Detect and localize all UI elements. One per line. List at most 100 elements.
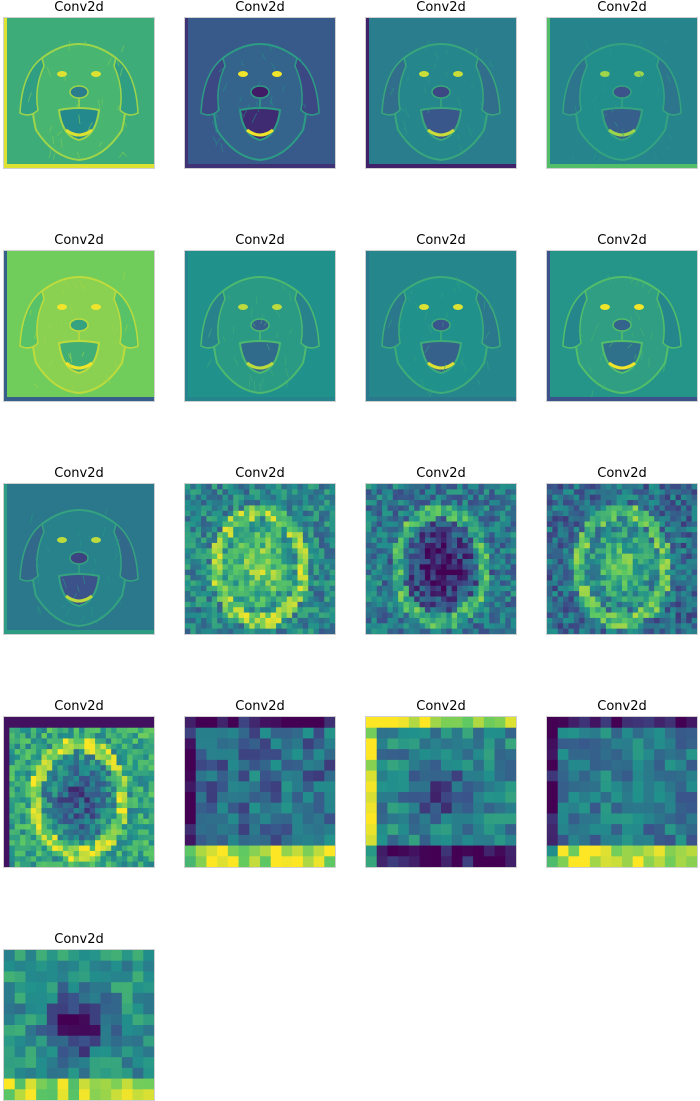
feature-cell xyxy=(595,596,601,603)
feature-cell xyxy=(563,569,569,576)
feature-cell xyxy=(579,749,591,761)
feature-cell xyxy=(195,526,202,533)
feature-cell xyxy=(249,601,256,608)
feature-cell xyxy=(100,845,107,852)
fur-stroke xyxy=(477,379,480,386)
feature-cell xyxy=(121,982,133,994)
feature-cell xyxy=(579,585,585,592)
feature-cell xyxy=(638,516,644,522)
feature-cell xyxy=(227,601,234,608)
feature-cell xyxy=(20,754,26,761)
feature-cell xyxy=(308,585,314,592)
feature-cell xyxy=(52,834,58,841)
feature-cell xyxy=(201,484,207,490)
feature-cell xyxy=(281,569,288,576)
feature-cell xyxy=(451,537,458,544)
feature-cell xyxy=(600,717,612,729)
feature-cell xyxy=(265,510,272,517)
fur-stroke xyxy=(601,84,607,93)
feature-cell xyxy=(366,628,372,634)
feature-cell xyxy=(276,553,282,560)
feature-cell xyxy=(46,960,58,972)
feature-cell xyxy=(25,1057,37,1069)
feature-cell xyxy=(457,553,463,560)
feature-cell xyxy=(462,516,469,522)
feature-cell xyxy=(9,818,16,825)
feature-cell xyxy=(510,542,516,549)
feature-cell xyxy=(195,564,202,571)
feature-cell xyxy=(430,500,437,506)
feature-cell xyxy=(483,781,495,793)
feature-cell xyxy=(281,526,288,533)
feature-cell xyxy=(664,759,676,771)
feature-cell xyxy=(324,575,331,581)
feature-cell xyxy=(79,834,85,841)
feature-cell xyxy=(446,526,453,533)
fur-stroke xyxy=(641,280,646,289)
feature-cell xyxy=(622,824,634,836)
feature-cell xyxy=(127,786,133,793)
fur-stroke xyxy=(250,308,253,317)
feature-cell xyxy=(648,542,655,549)
feature-cell xyxy=(254,548,261,555)
feature-cell xyxy=(638,564,644,571)
feature-cell xyxy=(622,542,628,549)
feature-cell xyxy=(116,829,123,836)
feature-cell xyxy=(132,971,144,983)
feature-cell xyxy=(121,759,128,766)
feature-cell xyxy=(392,575,399,581)
feature-cell xyxy=(25,834,32,841)
feature-cell xyxy=(116,802,123,809)
feature-cell xyxy=(638,548,644,555)
feature-cell xyxy=(68,950,80,962)
feature-cell xyxy=(446,569,453,576)
fur-stroke xyxy=(261,52,266,60)
feature-cell xyxy=(121,1078,133,1090)
feature-cell xyxy=(233,617,239,624)
feature-cell xyxy=(276,494,282,501)
feature-cell xyxy=(680,537,687,544)
feature-cell xyxy=(132,781,139,788)
feature-cell xyxy=(600,494,607,501)
feature-cell xyxy=(111,781,117,788)
feature-cell xyxy=(387,607,394,613)
feature-cell xyxy=(41,797,48,804)
feature-cell xyxy=(227,607,234,613)
feature-cell xyxy=(243,580,250,587)
fur-stroke xyxy=(119,67,123,77)
feature-cell xyxy=(276,612,282,619)
feature-cell xyxy=(238,845,250,857)
feature-cell xyxy=(382,526,388,533)
feature-cell xyxy=(62,845,69,852)
feature-cell xyxy=(675,749,687,761)
feature-cell xyxy=(435,521,442,528)
feature-cell xyxy=(424,580,431,587)
feature-cell xyxy=(547,494,553,501)
feature-cell xyxy=(4,840,10,846)
feature-cell xyxy=(292,601,298,608)
feature-cell xyxy=(111,749,117,755)
feature-cell xyxy=(68,775,75,782)
feature-cell xyxy=(659,532,666,538)
feature-cell xyxy=(435,596,442,603)
feature-cell xyxy=(329,591,335,597)
feature-cell xyxy=(510,559,516,565)
feature-cell xyxy=(462,569,469,576)
feature-cell xyxy=(201,596,207,603)
feature-cell xyxy=(190,596,197,603)
feature-cell xyxy=(441,770,453,782)
feature-cell xyxy=(494,580,501,587)
feature-cell xyxy=(589,607,596,613)
feature-cell xyxy=(675,781,687,793)
feature-cell xyxy=(132,754,139,761)
feature-cell xyxy=(648,612,655,619)
feature-cell xyxy=(467,585,474,592)
feature-cell xyxy=(25,808,32,814)
feature-cell xyxy=(398,553,404,560)
feature-cell xyxy=(600,580,607,587)
feature-cell xyxy=(648,510,655,517)
feature-cell xyxy=(195,500,202,506)
feature-cell xyxy=(52,770,58,777)
fur-stroke xyxy=(242,113,246,118)
feature-cell xyxy=(371,601,378,608)
